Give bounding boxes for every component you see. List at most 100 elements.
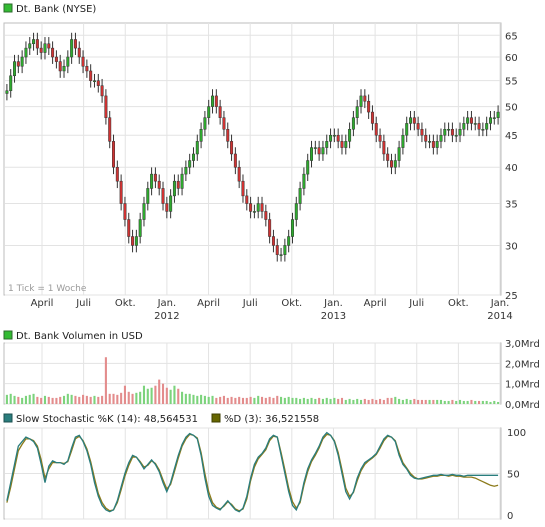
volume-bar bbox=[211, 395, 214, 404]
volume-bar bbox=[97, 396, 100, 404]
volume-bar bbox=[9, 393, 12, 404]
candle-body bbox=[214, 95, 218, 107]
candle-body bbox=[245, 195, 249, 204]
candle-body bbox=[104, 95, 108, 118]
candle-body bbox=[73, 39, 77, 49]
volume-bar bbox=[196, 395, 199, 404]
candle-body bbox=[279, 254, 283, 256]
stochastic-panel: 100 50 0 Slow Stochastic %K (14): 48,56453… bbox=[3, 413, 526, 522]
volume-bar bbox=[348, 398, 351, 404]
candle-body bbox=[85, 65, 89, 72]
volume-bar bbox=[230, 396, 233, 404]
candle-body bbox=[169, 195, 173, 212]
x-axis-month-label: April bbox=[364, 298, 387, 309]
volume-y-tick-label: 2,0Mrd bbox=[505, 359, 540, 370]
volume-bar bbox=[219, 396, 222, 404]
x-axis-month-label: Okt. bbox=[281, 298, 302, 309]
stochastic-d-legend-swatch bbox=[211, 413, 221, 423]
candle-body bbox=[180, 173, 184, 189]
volume-bar bbox=[177, 388, 180, 404]
candle-body bbox=[112, 141, 116, 168]
volume-bar bbox=[417, 399, 420, 404]
volume-bar bbox=[325, 397, 328, 404]
price-y-tick-label: 50 bbox=[505, 103, 518, 114]
candle-body bbox=[348, 128, 352, 142]
volume-bar bbox=[436, 399, 439, 404]
price-y-tick-label: 30 bbox=[505, 241, 518, 252]
candle-body bbox=[363, 95, 367, 102]
stochastic-k-legend-swatch bbox=[3, 413, 13, 423]
candle-body bbox=[256, 203, 260, 212]
volume-bar bbox=[127, 391, 130, 404]
candle-body bbox=[119, 180, 123, 204]
volume-bar bbox=[238, 396, 241, 404]
candle-body bbox=[241, 180, 245, 197]
candle-body bbox=[382, 141, 386, 155]
volume-bar bbox=[249, 396, 252, 404]
volume-bar bbox=[28, 394, 31, 404]
candle-body bbox=[47, 43, 51, 49]
volume-bar bbox=[203, 395, 206, 404]
volume-bar bbox=[108, 393, 111, 404]
volume-bar bbox=[215, 397, 218, 404]
candle-body bbox=[230, 141, 234, 155]
candle-body bbox=[294, 203, 298, 220]
candle-body bbox=[150, 173, 154, 189]
volume-bar bbox=[401, 399, 404, 404]
candle-body bbox=[211, 95, 215, 107]
candle-body bbox=[203, 117, 207, 130]
stochastic-k-line bbox=[6, 431, 499, 513]
candle-body bbox=[454, 134, 458, 137]
volume-bar bbox=[329, 398, 332, 404]
volume-bar bbox=[200, 394, 203, 404]
price-legend-label: Dt. Bank (NYSE) bbox=[16, 4, 96, 15]
volume-bar bbox=[13, 395, 16, 404]
volume-bar bbox=[390, 397, 393, 404]
candle-body bbox=[237, 166, 241, 182]
candle-body bbox=[412, 117, 416, 124]
candle-body bbox=[344, 141, 348, 148]
volume-bar bbox=[181, 391, 184, 404]
candle-body bbox=[264, 211, 268, 220]
volume-bar bbox=[379, 398, 382, 404]
volume-bar bbox=[367, 399, 370, 404]
candle-body bbox=[39, 47, 43, 53]
volume-bar bbox=[104, 357, 107, 404]
candle-body bbox=[134, 236, 138, 246]
volume-bar bbox=[51, 397, 54, 404]
candle-body bbox=[51, 47, 55, 58]
candle-body bbox=[127, 219, 131, 237]
volume-bar bbox=[371, 398, 374, 404]
candle-body bbox=[355, 106, 359, 118]
candle-body bbox=[142, 203, 146, 220]
candle-body bbox=[54, 56, 58, 62]
candle-body bbox=[233, 153, 237, 168]
candle-body bbox=[252, 211, 256, 213]
candle-body bbox=[153, 173, 157, 182]
candle-body bbox=[496, 111, 500, 118]
x-axis-month-labels: April Juli Okt. Jan. April Juli Okt. Jan. April J… bbox=[31, 298, 510, 309]
candle-body bbox=[176, 180, 180, 189]
volume-bar bbox=[222, 395, 225, 404]
volume-bar bbox=[283, 397, 286, 404]
price-y-axis: 25 30 35 40 45 50 55 60 65 bbox=[505, 31, 518, 302]
candle-body bbox=[157, 180, 161, 189]
volume-bar bbox=[337, 398, 340, 404]
candle-body bbox=[172, 180, 176, 197]
volume-bar bbox=[420, 399, 423, 404]
candle-body bbox=[428, 141, 432, 143]
candle-body bbox=[138, 219, 142, 237]
price-legend-swatch bbox=[3, 3, 13, 13]
candle-body bbox=[131, 236, 135, 246]
candle-body bbox=[290, 219, 294, 237]
volume-bar bbox=[139, 391, 142, 404]
volume-bar bbox=[470, 399, 473, 404]
volume-bar bbox=[17, 396, 20, 404]
price-y-tick-label: 45 bbox=[505, 131, 518, 142]
x-axis-year-label: 2012 bbox=[154, 311, 179, 322]
volume-bar bbox=[398, 398, 401, 404]
volume-bar bbox=[173, 385, 176, 404]
volume-bar bbox=[158, 379, 161, 404]
